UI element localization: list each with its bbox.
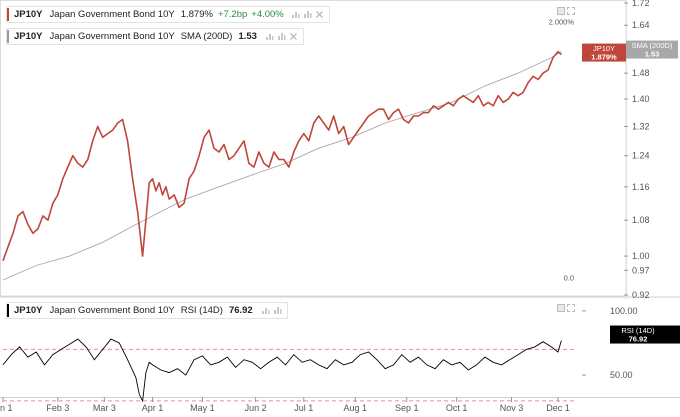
y-tick-label: 1.72: [632, 0, 650, 8]
rsi-legend: JP10Y Japan Government Bond 10Y RSI (14D…: [6, 302, 288, 319]
x-tick-label: Mar 3: [93, 403, 116, 413]
y-tick-label: 0.97: [632, 265, 650, 275]
y-tick-label: 0.92: [632, 290, 650, 300]
rsi-y-tick-label: 100.00: [610, 306, 638, 316]
close-icon[interactable]: [315, 10, 324, 19]
sma-tag: SMA (200D)1.53: [626, 40, 678, 59]
y-tick-label: 1.64: [632, 20, 650, 30]
rsi-legend-swatch: [7, 304, 9, 317]
x-tick-label: Oct 1: [446, 403, 468, 413]
price-legend: JP10Y Japan Government Bond 10Y 1.879% +…: [6, 6, 330, 23]
settings-icon[interactable]: [303, 10, 312, 19]
x-tick-label: May 1: [190, 403, 215, 413]
y-tick-label: 1.32: [632, 122, 650, 132]
sma-tag-value: 1.53: [645, 50, 660, 59]
pct-tick-label: 2.000%: [549, 17, 575, 26]
sma-tag-label: SMA (200D): [632, 41, 673, 50]
price-legend-swatch: [7, 8, 9, 21]
price-legend-symbol[interactable]: JP10Y: [14, 9, 43, 20]
sma-legend-symbol[interactable]: JP10Y: [14, 31, 43, 42]
x-tick-label: Sep 1: [395, 403, 419, 413]
y-tick-label: 1.08: [632, 215, 650, 225]
close-icon[interactable]: [289, 32, 298, 41]
maximize-pane-icon[interactable]: [567, 7, 575, 15]
sma-legend-indicator: SMA (200D): [180, 31, 233, 42]
x-tick-label: Jul 1: [294, 403, 313, 413]
rsi-tag-label: RSI (14D): [621, 326, 655, 335]
rsi-tag-value: 76.92: [629, 335, 648, 344]
price-legend-name: Japan Government Bond 10Y: [49, 9, 175, 20]
y-tick-label: 1.00: [632, 251, 650, 261]
y-tick-label: 1.24: [632, 151, 650, 161]
x-tick-label: Dec 1: [546, 403, 570, 413]
x-tick-label: n 1: [0, 403, 13, 413]
bar-chart-icon[interactable]: [265, 32, 274, 41]
rsi-legend-symbol[interactable]: JP10Y: [14, 305, 43, 316]
y-tick-label: 1.40: [632, 94, 650, 104]
price-tag-label: JP10Y: [593, 44, 615, 53]
rsi-tag: RSI (14D)76.92: [610, 325, 680, 344]
pct-tick-label: 0.0: [564, 274, 574, 283]
x-tick-label: Apr 1: [142, 403, 164, 413]
sma-legend-swatch: [7, 30, 9, 43]
rsi-legend-value: 76.92: [228, 305, 253, 316]
price-series-line: [2, 50, 562, 262]
rsi-legend-indicator: RSI (14D): [180, 305, 223, 316]
sma-tag-bg: [626, 40, 678, 59]
price-legend-change-bp: +7.2bp: [217, 9, 248, 20]
add-pane-icon[interactable]: [557, 7, 565, 15]
sma-series-line: [2, 51, 562, 281]
sma-legend-value: 1.53: [238, 31, 257, 42]
sma-legend: JP10Y Japan Government Bond 10Y SMA (200…: [6, 28, 304, 45]
x-tick-label: Nov 3: [500, 403, 524, 413]
price-legend-change-pct: +4.00%: [251, 9, 284, 20]
bar-chart-icon[interactable]: [291, 10, 300, 19]
settings-icon[interactable]: [277, 32, 286, 41]
rsi-series-line: [2, 338, 562, 403]
add-pane-icon[interactable]: [557, 304, 565, 312]
maximize-pane-icon[interactable]: [567, 304, 575, 312]
price-legend-value: 1.879%: [180, 9, 213, 20]
price-tag-bg: [582, 43, 626, 62]
x-tick-label: Feb 3: [46, 403, 69, 413]
x-tick-label: Jun 2: [245, 403, 267, 413]
rsi-tag-bg: [610, 325, 680, 344]
y-tick-label: 1.48: [632, 68, 650, 78]
settings-icon[interactable]: [273, 306, 282, 315]
rsi-legend-name: Japan Government Bond 10Y: [49, 305, 175, 316]
bar-chart-icon[interactable]: [261, 306, 270, 315]
price-tag-value: 1.879%: [591, 53, 617, 62]
y-tick-label: 1.16: [632, 182, 650, 192]
x-tick-label: Aug 1: [344, 403, 368, 413]
rsi-y-tick-label: 50.00: [610, 370, 633, 380]
sma-legend-name: Japan Government Bond 10Y: [49, 31, 175, 42]
